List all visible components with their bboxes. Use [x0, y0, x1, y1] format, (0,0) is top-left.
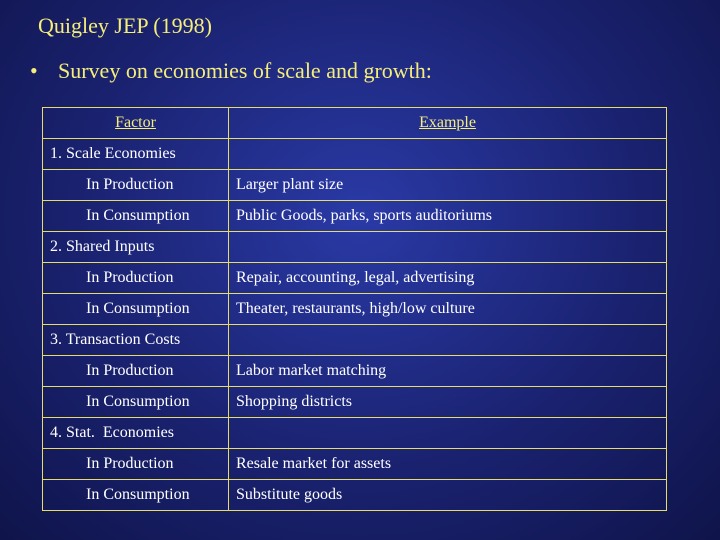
- example-cell: Public Goods, parks, sports auditoriums: [228, 200, 667, 232]
- example-cell: Resale market for assets: [228, 448, 667, 480]
- example-cell: [228, 417, 667, 449]
- factor-cell: In Consumption: [42, 386, 229, 418]
- factor-cell: In Production: [42, 262, 229, 294]
- table-row: In Production Resale market for assets: [42, 448, 667, 480]
- example-cell: Substitute goods: [228, 479, 667, 511]
- table-row: In Consumption Substitute goods: [42, 479, 667, 511]
- table-row: In Production Labor market matching: [42, 355, 667, 387]
- table-row: In Production Repair, accounting, legal,…: [42, 262, 667, 294]
- table-row: 1. Scale Economies: [42, 138, 667, 170]
- table-row: In Production Larger plant size: [42, 169, 667, 201]
- table-row: In Consumption Shopping districts: [42, 386, 667, 418]
- bullet-item: • Survey on economies of scale and growth…: [30, 58, 432, 84]
- example-cell: Larger plant size: [228, 169, 667, 201]
- header-cell-example: Example: [228, 107, 667, 139]
- table-row: 4. Stat. Economies: [42, 417, 667, 449]
- example-cell: Theater, restaurants, high/low culture: [228, 293, 667, 325]
- factor-cell: In Production: [42, 169, 229, 201]
- slide-title: Quigley JEP (1998): [38, 13, 212, 38]
- bullet-text: Survey on economies of scale and growth:: [58, 58, 432, 83]
- factor-cell: 3. Transaction Costs: [42, 324, 229, 356]
- table-header-row: Factor Example: [42, 107, 667, 139]
- example-cell: [228, 138, 667, 170]
- factor-cell: 2. Shared Inputs: [42, 231, 229, 263]
- factor-cell: 4. Stat. Economies: [42, 417, 229, 449]
- bullet-dot: •: [30, 58, 38, 83]
- example-cell: [228, 324, 667, 356]
- factor-cell: In Consumption: [42, 200, 229, 232]
- factor-cell: In Production: [42, 448, 229, 480]
- factor-cell: In Production: [42, 355, 229, 387]
- table-row: 3. Transaction Costs: [42, 324, 667, 356]
- factor-table: Factor Example 1. Scale Economies In Pro…: [42, 107, 667, 511]
- example-cell: Shopping districts: [228, 386, 667, 418]
- example-cell: Repair, accounting, legal, advertising: [228, 262, 667, 294]
- table-row: In Consumption Public Goods, parks, spor…: [42, 200, 667, 232]
- header-cell-factor: Factor: [42, 107, 229, 139]
- factor-cell: 1. Scale Economies: [42, 138, 229, 170]
- table-row: In Consumption Theater, restaurants, hig…: [42, 293, 667, 325]
- example-cell: [228, 231, 667, 263]
- factor-cell: In Consumption: [42, 293, 229, 325]
- factor-cell: In Consumption: [42, 479, 229, 511]
- table-row: 2. Shared Inputs: [42, 231, 667, 263]
- example-cell: Labor market matching: [228, 355, 667, 387]
